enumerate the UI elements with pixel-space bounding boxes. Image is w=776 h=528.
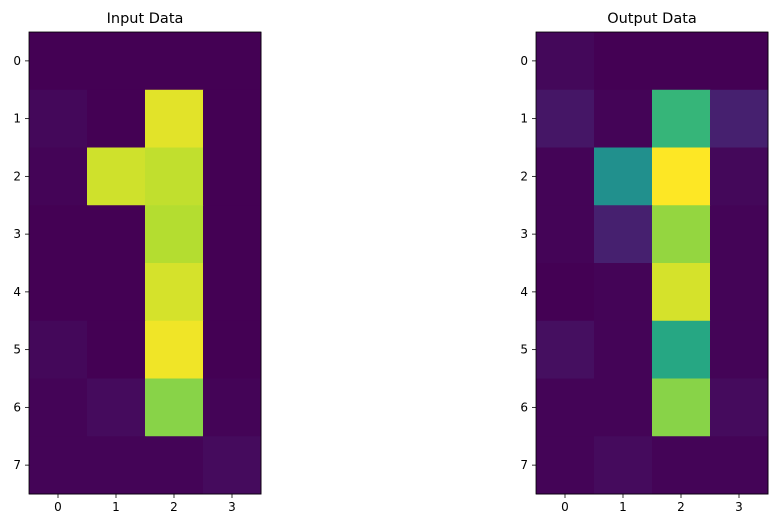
axes-frame xyxy=(535,31,769,495)
heatmap-cell xyxy=(145,320,204,379)
x-tick-label: 3 xyxy=(735,500,743,514)
x-tick-label: 2 xyxy=(677,500,685,514)
x-tick-label: 0 xyxy=(54,500,62,514)
heatmap-cell xyxy=(710,263,769,322)
heatmap-cell xyxy=(87,378,146,437)
heatmap-cell xyxy=(710,205,769,264)
y-tick-label: 6 xyxy=(13,400,21,414)
y-tick-label: 5 xyxy=(520,343,528,357)
y-tick-label: 7 xyxy=(520,458,528,472)
heatmap-cell xyxy=(536,378,595,437)
heatmap-cell xyxy=(594,263,653,322)
heatmap-input-data: Input Data 0 1 2 3 0 1 2 3 4 5 6 7 xyxy=(13,11,262,514)
heatmap-cell xyxy=(87,263,146,322)
x-tick-label: 2 xyxy=(170,500,178,514)
y-tick-label: 4 xyxy=(13,285,21,299)
heatmap-cell xyxy=(87,320,146,379)
heatmap-cell xyxy=(594,147,653,206)
heatmap-cell xyxy=(710,378,769,437)
y-tick-label: 3 xyxy=(13,227,21,241)
heatmap-cell xyxy=(29,205,88,264)
heatmap-cell xyxy=(87,205,146,264)
heatmap-cell xyxy=(536,263,595,322)
heatmap-cell xyxy=(710,147,769,206)
heatmap-cell xyxy=(29,263,88,322)
axes-frame xyxy=(28,31,262,495)
heatmap-cell xyxy=(29,378,88,437)
heatmap-cell xyxy=(652,147,711,206)
heatmap-cell xyxy=(203,378,262,437)
heatmap-cell xyxy=(652,436,711,495)
heatmap-cell xyxy=(536,320,595,379)
chart-title: Input Data xyxy=(107,11,184,27)
chart-title: Output Data xyxy=(607,11,697,27)
heatmap-cell xyxy=(203,320,262,379)
heatmap-cell xyxy=(536,89,595,148)
heatmap-cell xyxy=(29,147,88,206)
y-tick-label: 4 xyxy=(520,285,528,299)
heatmap-cell xyxy=(29,32,88,91)
heatmap-cell xyxy=(29,89,88,148)
y-tick-label: 5 xyxy=(13,343,21,357)
y-tick-label: 3 xyxy=(520,227,528,241)
heatmap-cell xyxy=(29,436,88,495)
heatmap-cell xyxy=(145,89,204,148)
heatmap-cell xyxy=(594,32,653,91)
x-tick-label: 3 xyxy=(228,500,236,514)
heatmap-cell xyxy=(145,205,204,264)
y-tick-label: 1 xyxy=(520,112,528,126)
heatmap-cell xyxy=(652,89,711,148)
y-tick-label: 6 xyxy=(520,400,528,414)
x-tick-label: 0 xyxy=(561,500,569,514)
heatmap-cell xyxy=(87,436,146,495)
heatmap-cell xyxy=(145,378,204,437)
heatmap-cell xyxy=(594,89,653,148)
heatmap-cell xyxy=(594,320,653,379)
heatmap-cell xyxy=(145,32,204,91)
heatmap-cell xyxy=(145,263,204,322)
y-tick-label: 0 xyxy=(520,54,528,68)
x-tick-label: 1 xyxy=(619,500,627,514)
heatmap-cell xyxy=(652,378,711,437)
heatmap-cell xyxy=(536,436,595,495)
heatmap-cell xyxy=(536,32,595,91)
heatmap-cell xyxy=(710,320,769,379)
heatmap-cell xyxy=(145,147,204,206)
heatmap-cell xyxy=(203,89,262,148)
y-tick-label: 1 xyxy=(13,112,21,126)
heatmap-cell xyxy=(536,205,595,264)
heatmap-cell xyxy=(203,436,262,495)
heatmap-cell xyxy=(87,89,146,148)
heatmap-cell xyxy=(652,205,711,264)
y-tick-label: 2 xyxy=(13,169,21,183)
heatmap-cell xyxy=(710,32,769,91)
heatmap-cell xyxy=(203,263,262,322)
heatmap-cell xyxy=(145,436,204,495)
heatmap-cell xyxy=(652,32,711,91)
heatmap-cell xyxy=(594,378,653,437)
heatmap-cell xyxy=(652,263,711,322)
heatmap-cell xyxy=(87,147,146,206)
heatmap-cell xyxy=(203,32,262,91)
heatmap-output-data: Output Data 0 1 2 3 0 1 2 3 4 5 6 7 xyxy=(520,11,769,514)
heatmap-cell xyxy=(710,89,769,148)
heatmap-cell xyxy=(594,436,653,495)
x-tick-label: 1 xyxy=(112,500,120,514)
heatmap-cell xyxy=(203,147,262,206)
heatmap-cell xyxy=(536,147,595,206)
y-tick-label: 7 xyxy=(13,458,21,472)
y-tick-label: 2 xyxy=(520,169,528,183)
heatmap-cell xyxy=(652,320,711,379)
heatmap-cell xyxy=(87,32,146,91)
y-tick-label: 0 xyxy=(13,54,21,68)
heatmap-cell xyxy=(594,205,653,264)
heatmap-cell xyxy=(203,205,262,264)
heatmap-cell xyxy=(710,436,769,495)
heatmap-cell xyxy=(29,320,88,379)
